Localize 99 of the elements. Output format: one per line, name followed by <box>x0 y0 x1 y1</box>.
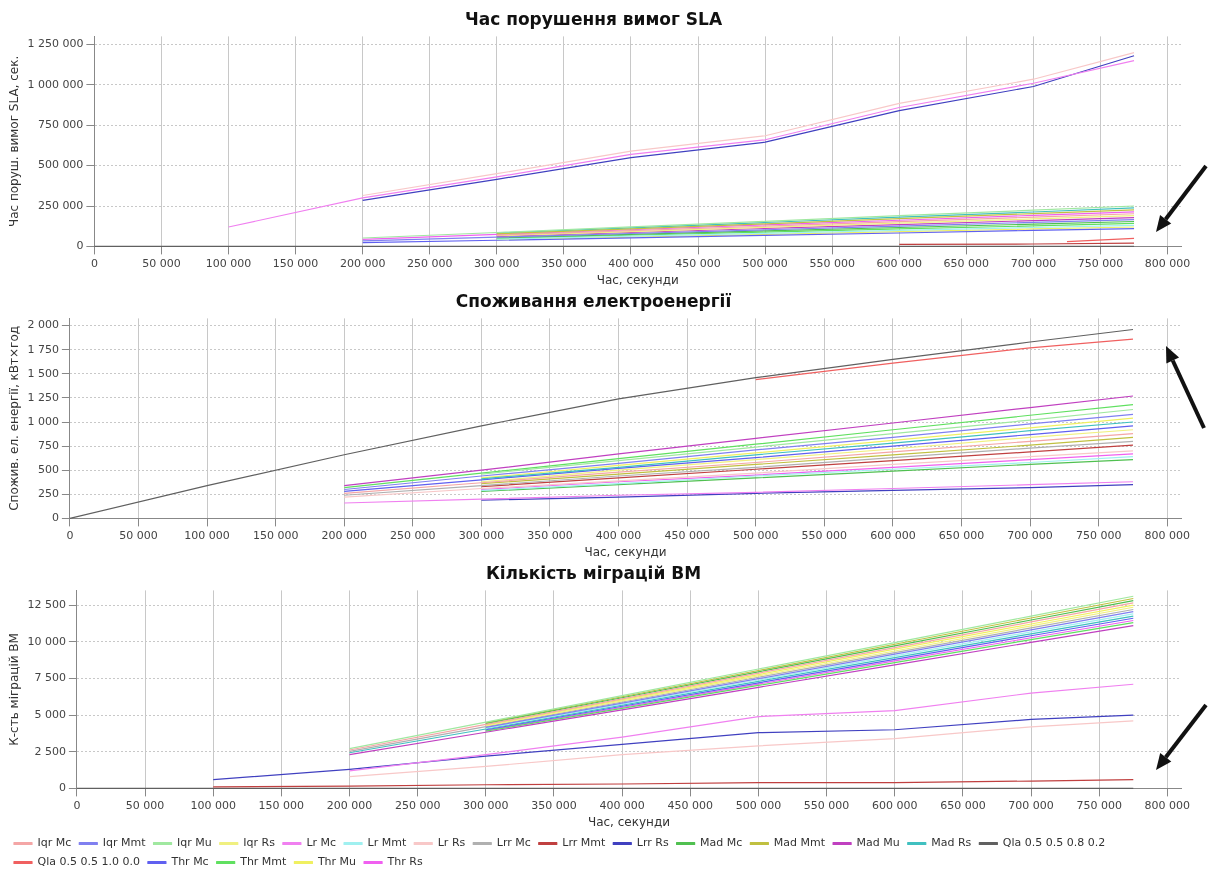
x-tick-label: 350 000 <box>527 528 573 542</box>
x-tick-label: 50 000 <box>125 798 165 812</box>
x-tick-label: 50 000 <box>142 256 181 270</box>
x-tick-label: 750 000 <box>1077 256 1124 270</box>
x-tick-label: 350 000 <box>541 256 587 270</box>
legend-label: Thr Mmt <box>239 855 288 869</box>
x-tick-label: 350 000 <box>531 798 577 812</box>
x-tick-label: 500 000 <box>733 528 779 542</box>
legend-label: Thr Rs <box>386 855 423 869</box>
x-tick-label: 600 000 <box>870 528 916 542</box>
x-tick-label: 0 <box>90 256 98 270</box>
x-tick-label: 800 000 <box>1144 528 1191 542</box>
x-tick-label: 200 000 <box>339 256 386 270</box>
x-tick-label: 400 000 <box>599 798 645 812</box>
x-tick-label: 450 000 <box>675 256 721 270</box>
legend-label: Mad Rs <box>931 836 972 850</box>
x-tick-label: 700 000 <box>1007 528 1053 542</box>
x-axis-title: Час, секунди <box>587 814 670 829</box>
legend-label: Iqr Rs <box>243 836 276 850</box>
x-tick-label: 650 000 <box>943 256 990 270</box>
x-tick-label: 750 000 <box>1075 528 1122 542</box>
y-tick-label: 500 <box>37 463 59 477</box>
x-axis-title: Час, секунди <box>584 544 667 559</box>
y-tick-label: 7 500 <box>34 671 66 685</box>
x-tick-label: 650 000 <box>938 528 985 542</box>
x-tick-label: 200 000 <box>321 528 367 542</box>
y-tick-label: 1 750 <box>27 342 59 356</box>
x-tick-label: 550 000 <box>801 528 848 542</box>
x-tick-label: 650 000 <box>940 798 986 812</box>
x-tick-label: 200 000 <box>326 798 373 812</box>
x-tick-label: 250 000 <box>407 256 453 270</box>
x-tick-label: 300 000 <box>474 256 520 270</box>
x-tick-label: 250 000 <box>394 798 441 812</box>
x-tick-label: 150 000 <box>252 528 299 542</box>
x-tick-label: 450 000 <box>667 798 714 812</box>
x-tick-label: 300 000 <box>463 798 509 812</box>
legend-label: Mad Mu <box>856 836 900 850</box>
chart-title: Час порушення вимог SLA <box>464 8 723 29</box>
legend-label: Thr Mu <box>316 855 357 869</box>
x-tick-label: 800 000 <box>1144 798 1191 812</box>
x-tick-label: 450 000 <box>664 528 710 542</box>
legend-label: Lr Mc <box>306 836 337 850</box>
y-tick-label: 750 000 <box>37 118 84 132</box>
y-tick-label: 10 000 <box>27 634 66 648</box>
legend-label: Lr Rs <box>437 836 466 850</box>
x-tick-label: 300 000 <box>458 528 505 542</box>
x-tick-label: 700 000 <box>1008 798 1054 812</box>
y-tick-label: 2 500 <box>34 744 66 758</box>
legend-label: Lr Mmt <box>367 836 407 850</box>
y-axis-title: К-сть міграцій ВМ <box>7 633 22 746</box>
legend-label: Mad Mc <box>700 836 743 850</box>
legend-label: Iqr Mu <box>177 836 212 850</box>
legend-label: Qla 0.5 0.5 1.0 0.0 <box>37 855 140 869</box>
x-tick-label: 400 000 <box>608 256 654 270</box>
y-tick-label: 250 000 <box>37 198 84 212</box>
legend-label: Thr Mc <box>170 855 209 869</box>
x-axis-title: Час, секунди <box>596 272 679 287</box>
x-tick-label: 500 000 <box>735 798 782 812</box>
x-tick-label: 700 000 <box>1010 256 1057 270</box>
x-tick-label: 400 000 <box>595 528 642 542</box>
y-tick-label: 500 000 <box>37 158 84 172</box>
x-tick-label: 100 000 <box>190 798 236 812</box>
y-tick-label: 12 500 <box>27 597 66 611</box>
y-tick-label: 0 <box>51 511 59 525</box>
y-axis-title: Час поруш. вимог SLA, сек. <box>7 55 22 228</box>
legend-label: Lrr Mmt <box>562 836 606 850</box>
y-tick-label: 2 000 <box>27 318 59 332</box>
x-tick-label: 800 000 <box>1144 256 1191 270</box>
x-tick-label: 100 000 <box>184 528 230 542</box>
x-tick-label: 550 000 <box>809 256 855 270</box>
legend-label: Mad Mmt <box>773 836 826 850</box>
x-tick-label: 100 000 <box>205 256 252 270</box>
legend-label: Iqr Mc <box>37 836 72 850</box>
y-tick-label: 1 000 000 <box>27 77 84 91</box>
y-tick-label: 250 <box>37 487 59 501</box>
x-tick-label: 600 000 <box>872 798 918 812</box>
chart-title: Споживання електроенергії <box>455 290 732 311</box>
chart-title: Кількість міграцій ВМ <box>485 562 702 583</box>
y-tick-label: 1 250 000 <box>27 37 84 51</box>
legend-label: Lrr Rs <box>636 836 669 850</box>
x-tick-label: 50 000 <box>119 528 158 542</box>
x-tick-label: 500 000 <box>742 256 788 270</box>
y-tick-label: 0 <box>58 781 66 795</box>
y-tick-label: 5 000 <box>34 707 66 721</box>
x-tick-label: 150 000 <box>258 798 305 812</box>
y-tick-label: 0 <box>76 239 84 253</box>
legend-label: Qla 0.5 0.5 0.8 0.2 <box>1002 836 1106 850</box>
x-tick-label: 750 000 <box>1076 798 1122 812</box>
y-axis-title: Спожив. ел. енергії, кВт×год <box>7 325 22 511</box>
x-tick-label: 250 000 <box>390 528 436 542</box>
x-tick-label: 550 000 <box>803 798 850 812</box>
x-tick-label: 600 000 <box>876 256 923 270</box>
y-tick-label: 1 500 <box>27 366 59 380</box>
y-tick-label: 1 000 <box>27 414 59 428</box>
legend-label: Iqr Mmt <box>102 836 147 850</box>
legend-label: Lrr Mc <box>496 836 531 850</box>
y-tick-label: 750 <box>37 438 59 452</box>
y-tick-label: 1 250 <box>27 390 59 404</box>
x-tick-label: 150 000 <box>272 256 319 270</box>
